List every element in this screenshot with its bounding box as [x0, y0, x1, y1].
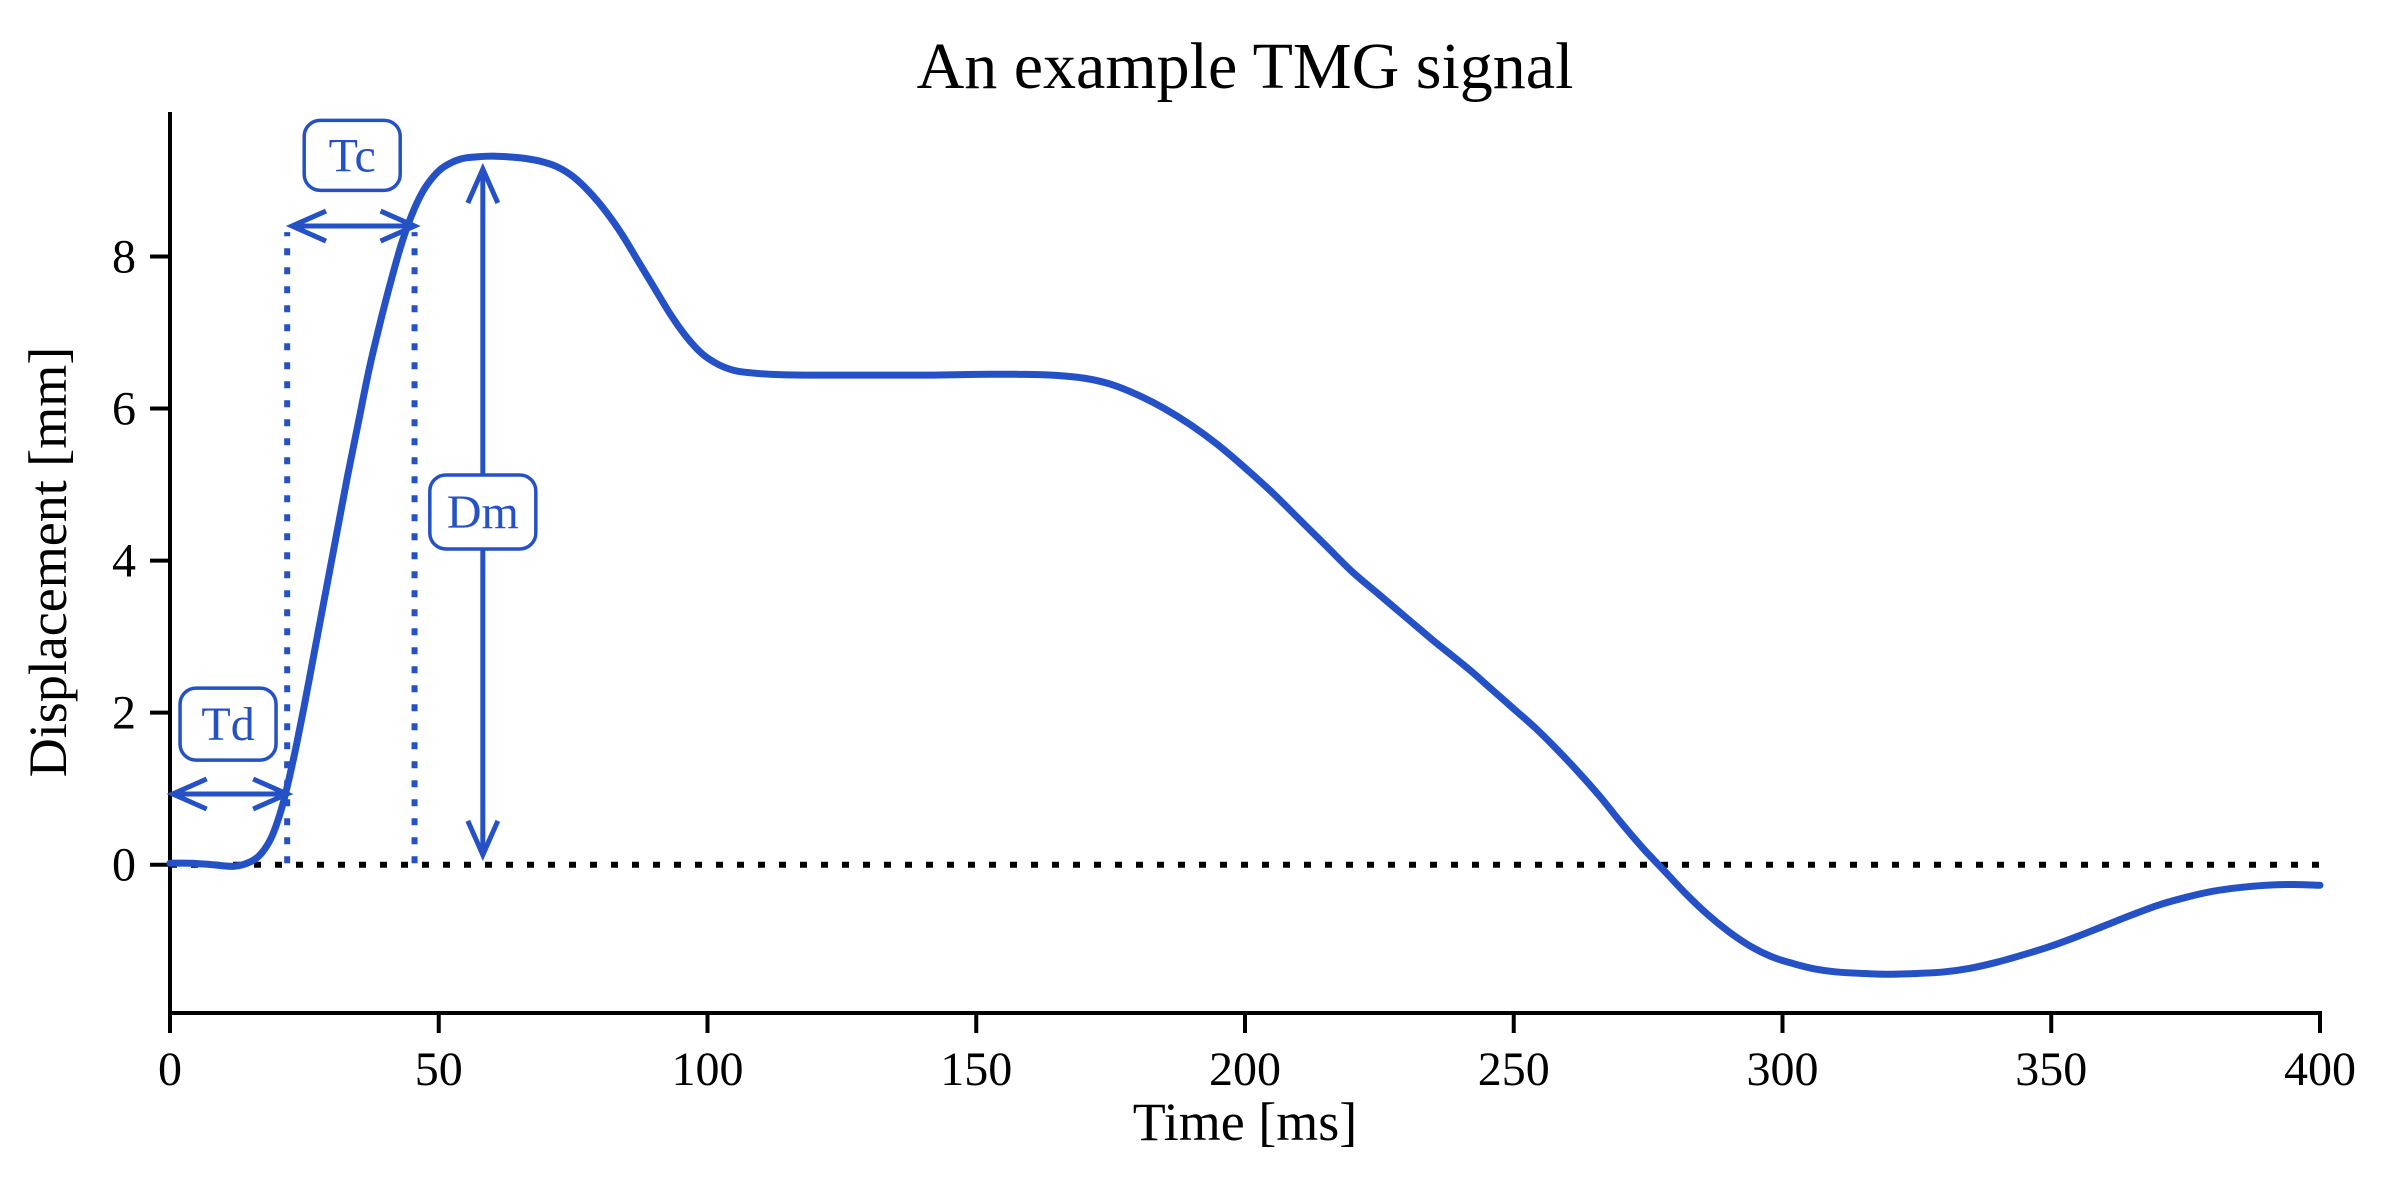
dm-annotation-label-text: Dm [447, 486, 519, 539]
y-axis-label: Displacement [mm] [18, 347, 78, 777]
chart-title: An example TMG signal [917, 30, 1574, 103]
tc-arrow-left-head [285, 208, 328, 244]
y-tick-label: 8 [112, 230, 136, 283]
x-tick-label: 250 [1478, 1043, 1550, 1096]
y-tick-label: 4 [112, 535, 136, 588]
dm-arrow-bottom-head [465, 819, 501, 862]
td-arrow-left-head [166, 776, 208, 812]
x-tick-label: 200 [1209, 1043, 1281, 1096]
tmg-signal-line [166, 152, 2324, 978]
signal-curve [166, 152, 2324, 978]
x-tick-label: 50 [415, 1043, 463, 1096]
tc-arrow-right-head [379, 208, 421, 244]
x-tick-label: 400 [2284, 1043, 2356, 1096]
tc-arrow [285, 208, 421, 244]
x-tick-label: 350 [2015, 1043, 2087, 1096]
td-arrow-right-head [252, 776, 294, 812]
td-annotation-label: Td [178, 686, 278, 762]
y-tick-label: 2 [112, 687, 136, 740]
x-axis-label: Time [ms] [1133, 1092, 1358, 1152]
y-tick-label: 6 [112, 383, 136, 436]
tc-annotation-label: Tc [302, 118, 402, 193]
x-tick-label: 0 [158, 1043, 182, 1096]
td-annotation-label-box [178, 686, 278, 762]
tc-annotation-label-text: Tc [329, 129, 376, 182]
y-tick-label: 0 [112, 839, 136, 892]
dm-arrow-top-head [465, 162, 501, 205]
axes: 0 50 100 150 200 250 300 350 400 0 2 4 6 8 [112, 112, 2356, 1096]
td-arrow [166, 776, 294, 812]
dm-annotation-label: Dm [428, 473, 538, 551]
x-tick-label: 100 [672, 1043, 744, 1096]
dm-annotation-label-box [428, 473, 538, 551]
annotations: Td Tc Dm [166, 118, 538, 862]
x-tick-label: 300 [1747, 1043, 1819, 1096]
x-tick-label: 150 [940, 1043, 1012, 1096]
td-annotation-label-text: Td [201, 698, 254, 751]
tc-annotation-label-box [302, 118, 402, 193]
